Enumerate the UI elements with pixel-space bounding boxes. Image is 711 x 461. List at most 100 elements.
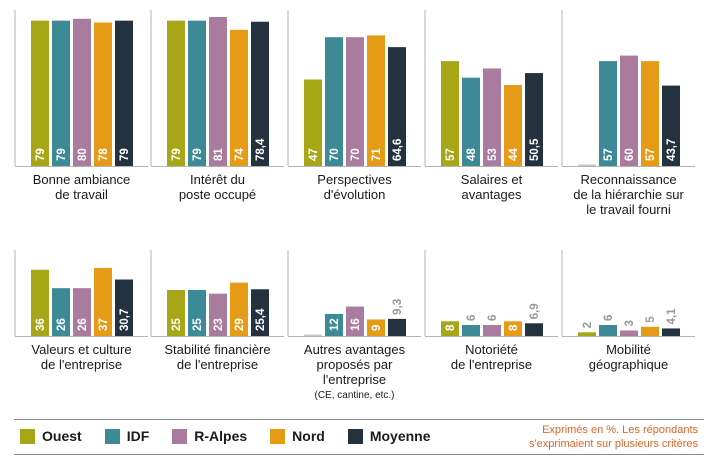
- legend-label-moyenne: Moyenne: [369, 428, 431, 444]
- chart-title-line: Valeurs et culture: [31, 342, 131, 357]
- chart-panel-4: 57 48 53 44 50,5 Salaires et avantages: [424, 10, 558, 202]
- bar-nord: [94, 22, 112, 167]
- data-label-nord: 57: [645, 148, 657, 161]
- chart-panel-2: 79 79 81 74 78,4 Intérêt du poste occupé: [150, 10, 284, 202]
- chart-title-line: de l'entreprise: [177, 357, 258, 372]
- chart-subtitle: (CE, cantine, etc.): [314, 390, 394, 401]
- data-label-r-alpes: 81: [213, 148, 225, 161]
- bar-idf: [188, 20, 206, 166]
- data-label-idf: 79: [56, 148, 68, 161]
- bar-ouest-empty: [578, 164, 596, 166]
- chart-title: Salaires et avantages: [461, 172, 523, 202]
- data-label-nord: 5: [645, 316, 657, 323]
- data-label-ouest: 57: [445, 148, 457, 161]
- chart-panel-1: 79 79 80 78 79 Bonne ambiance de travail: [14, 10, 148, 202]
- bar-nord: [367, 35, 385, 166]
- data-label-idf: 70: [329, 148, 341, 161]
- bar-moyenne: [115, 20, 133, 166]
- chart-title-line: géographique: [589, 357, 669, 372]
- data-label-idf: 48: [466, 148, 478, 161]
- data-label-moyenne: 9,3: [392, 299, 404, 315]
- data-label-r-alpes: 6: [487, 315, 499, 321]
- bar-r-alpes: [73, 288, 91, 336]
- data-label-idf: 6: [466, 315, 478, 321]
- data-label-idf: 57: [603, 148, 615, 161]
- data-label-idf: 25: [192, 318, 204, 331]
- legend-swatch-r-alpes: [172, 428, 188, 444]
- chart-title: Bonne ambiance de travail: [33, 172, 131, 202]
- chart-title-line: Autres avantages: [304, 342, 406, 357]
- data-label-moyenne: 25,4: [255, 308, 267, 331]
- bar-r-alpes: [483, 324, 501, 336]
- data-label-idf: 6: [603, 315, 615, 321]
- bar-r-alpes: [209, 293, 227, 336]
- bar-idf: [599, 61, 617, 167]
- bar-idf: [52, 288, 70, 336]
- bar-r-alpes: [620, 330, 638, 336]
- chart-title: Reconnaissance de la hiérarchie sur le tra…: [573, 172, 684, 217]
- bar-moyenne: [251, 289, 269, 336]
- data-label-moyenne: 43,7: [666, 139, 678, 161]
- bar-nord: [504, 85, 522, 166]
- chart-title-line: de l'entreprise: [41, 357, 122, 372]
- data-label-moyenne: 4,1: [666, 308, 678, 325]
- legend-item-ouest: Ouest: [20, 428, 82, 444]
- chart-panel-5: 57 60 57 43,7 Reconnaissance de la hiérarchie…: [561, 10, 695, 217]
- bar-ouest: [441, 61, 459, 167]
- bar-r-alpes: [73, 18, 91, 166]
- legend-item-r-alpes: R-Alpes: [172, 428, 247, 444]
- bar-nord: [230, 29, 248, 167]
- bar-idf: [462, 324, 480, 336]
- legend-swatch-moyenne: [347, 428, 363, 444]
- chart-panel-10: 2 6 3 5 4,1 Mobilité géographique: [561, 250, 695, 372]
- legend-swatch-nord: [270, 428, 286, 444]
- data-label-nord: 29: [234, 318, 246, 331]
- chart-panel-7: 25 25 23 29 25,4 Stabilité financière de l'ent…: [150, 250, 284, 372]
- chart-title: Mobilité géographique: [589, 342, 669, 372]
- legend-label-ouest: Ouest: [42, 428, 82, 444]
- bar-moyenne: [115, 279, 133, 336]
- bar-r-alpes: [209, 16, 227, 167]
- data-label-moyenne: 64,6: [392, 139, 404, 161]
- data-label-nord: 71: [371, 148, 383, 161]
- chart-panel-8: 12 16 9 9,3 Autres avantages proposés par l'en…: [287, 250, 421, 401]
- data-label-idf: 26: [56, 318, 68, 331]
- data-label-r-alpes: 80: [77, 148, 89, 161]
- bar-moyenne: [251, 21, 269, 166]
- chart-title-line: Stabilité financière: [164, 342, 270, 357]
- bar-ouest: [167, 20, 185, 166]
- data-label-nord: 8: [508, 324, 520, 331]
- chart-title: Valeurs et culture de l'entreprise: [31, 342, 131, 372]
- bar-ouest: [304, 79, 322, 166]
- bar-nord: [641, 61, 659, 167]
- legend-swatch-idf: [104, 428, 120, 444]
- bar-moyenne: [388, 47, 406, 166]
- chart-title-line: Notoriété: [465, 342, 518, 357]
- data-label-r-alpes: 16: [350, 318, 362, 331]
- bar-idf: [325, 313, 343, 336]
- bar-idf: [599, 324, 617, 336]
- data-label-ouest: 2: [582, 322, 594, 328]
- bar-nord: [641, 326, 659, 336]
- data-label-moyenne: 78,4: [255, 138, 267, 161]
- data-label-nord: 74: [234, 148, 246, 161]
- chart-title-line: d'évolution: [324, 187, 386, 202]
- data-label-moyenne: 79: [119, 148, 131, 161]
- data-label-moyenne: 50,5: [529, 138, 541, 161]
- data-label-nord: 78: [98, 148, 110, 161]
- chart-title-line: Reconnaissance: [580, 172, 676, 187]
- bar-ouest: [578, 332, 596, 336]
- data-label-ouest: 47: [308, 148, 320, 161]
- legend-label-r-alpes: R-Alpes: [194, 428, 248, 444]
- chart-title: Notoriété de l'entreprise: [451, 342, 532, 372]
- chart-panel-9: 8 6 6 8 6,9 Notoriété de l'entreprise: [424, 250, 558, 372]
- bar-ouest: [167, 290, 185, 336]
- data-label-r-alpes: 53: [487, 148, 499, 161]
- bar-nord: [230, 282, 248, 336]
- bar-moyenne: [388, 318, 406, 336]
- chart-title-line: de travail: [55, 187, 108, 202]
- chart-title-line: Salaires et: [461, 172, 523, 187]
- data-label-r-alpes: 60: [624, 148, 636, 161]
- bar-ouest: [31, 20, 49, 166]
